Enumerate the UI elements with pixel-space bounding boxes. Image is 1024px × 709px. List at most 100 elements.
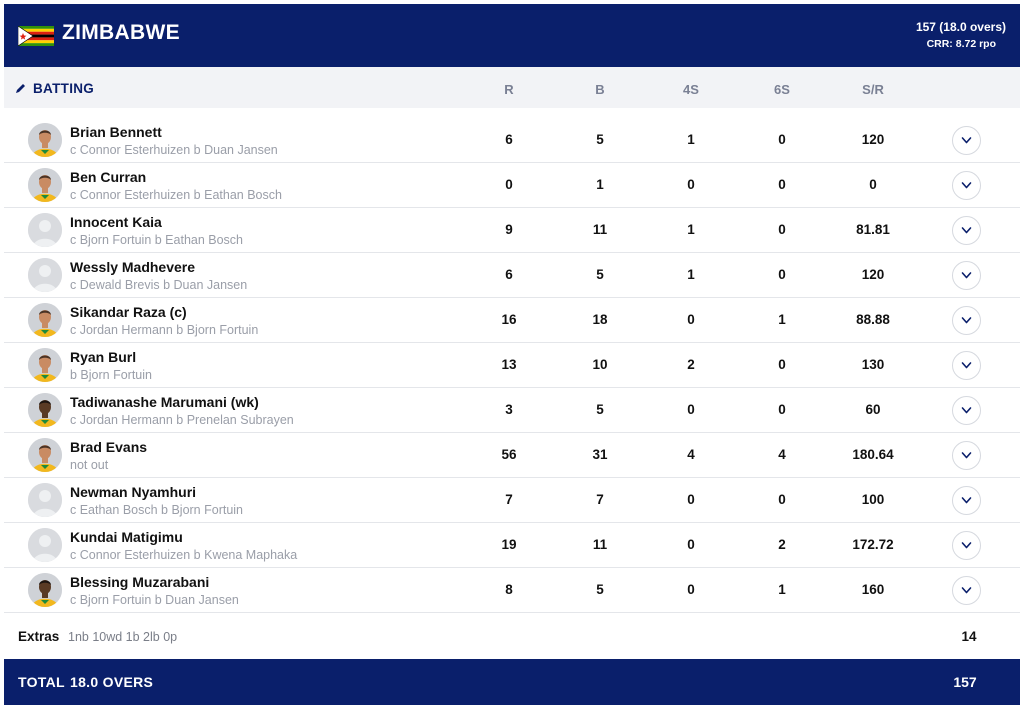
player-name[interactable]: Kundai Matigimu <box>70 529 183 545</box>
stat-strike-rate: 120 <box>861 267 885 282</box>
stat-runs: 3 <box>505 402 513 417</box>
stat-balls: 5 <box>596 267 604 282</box>
dismissal-text: c Dewald Brevis b Duan Jansen <box>70 278 248 292</box>
dismissal-text: not out <box>70 458 109 472</box>
stat-runs: 56 <box>501 447 517 462</box>
stat-balls: 5 <box>596 132 604 147</box>
chevron-down-icon <box>961 227 972 234</box>
batting-section-label: BATTING <box>33 81 95 96</box>
stat-fours: 4 <box>687 447 695 462</box>
stat-fours: 1 <box>687 222 695 237</box>
stat-sixes: 1 <box>778 312 786 327</box>
stat-balls: 10 <box>592 357 608 372</box>
dismissal-text: c Connor Esterhuizen b Eathan Bosch <box>70 188 282 202</box>
player-name[interactable]: Brad Evans <box>70 439 148 455</box>
stat-runs: 6 <box>505 132 513 147</box>
extras-detail: 1nb 10wd 1b 2lb 0p <box>68 630 178 644</box>
chevron-down-icon <box>961 137 972 144</box>
dismissal-text: c Connor Esterhuizen b Kwena Maphaka <box>70 548 298 562</box>
player-placeholder-avatar <box>28 258 62 292</box>
extras-row: Extras 1nb 10wd 1b 2lb 0p 14 <box>4 616 1020 656</box>
stat-fours: 0 <box>687 402 695 417</box>
batter-row: Ryan Burl b Bjorn Fortuin 13 10 2 0 130 <box>4 343 1020 388</box>
stat-sixes: 0 <box>778 177 786 192</box>
total-bar: TOTAL 18.0 OVERS 157 <box>4 659 1020 705</box>
dismissal-text: b Bjorn Fortuin <box>70 368 152 382</box>
player-name[interactable]: Innocent Kaia <box>70 214 162 230</box>
extras-label: Extras <box>18 629 60 644</box>
batter-row: Ben Curran c Connor Esterhuizen b Eathan … <box>4 163 1020 208</box>
dismissal-text: c Connor Esterhuizen b Duan Jansen <box>70 143 278 157</box>
dismissal-text: c Jordan Hermann b Prenelan Subrayen <box>70 413 294 427</box>
stat-runs: 0 <box>505 177 513 192</box>
player-name[interactable]: Wessly Madhevere <box>70 259 196 275</box>
player-name[interactable]: Brian Bennett <box>70 124 162 140</box>
stat-runs: 13 <box>501 357 517 372</box>
total-label: TOTAL <box>18 674 65 690</box>
player-avatar <box>28 573 62 607</box>
column-fours: 4S <box>683 82 699 97</box>
stat-balls: 5 <box>596 582 604 597</box>
expand-row-button[interactable] <box>952 171 981 200</box>
stat-sixes: 0 <box>778 222 786 237</box>
column-balls: B <box>595 82 605 97</box>
player-placeholder-avatar <box>28 213 62 247</box>
total-runs: 157 <box>953 674 977 690</box>
expand-row-button[interactable] <box>952 441 981 470</box>
chevron-down-icon <box>961 497 972 504</box>
chevron-down-icon <box>961 272 972 279</box>
stat-sixes: 0 <box>778 402 786 417</box>
expand-row-button[interactable] <box>952 216 981 245</box>
player-avatar <box>28 393 62 427</box>
stat-fours: 1 <box>687 267 695 282</box>
scorecard: ZIMBABWE 157 (18.0 overs) CRR: 8.72 rpo … <box>4 4 1020 705</box>
stat-balls: 11 <box>592 222 608 237</box>
stat-fours: 1 <box>687 132 695 147</box>
team-header: ZIMBABWE 157 (18.0 overs) CRR: 8.72 rpo <box>4 4 1020 67</box>
player-name[interactable]: Tadiwanashe Marumani (wk) <box>70 394 259 410</box>
player-name[interactable]: Ben Curran <box>70 169 147 185</box>
chevron-down-icon <box>961 587 972 594</box>
stat-balls: 7 <box>596 492 604 507</box>
stat-balls: 31 <box>592 447 608 462</box>
expand-row-button[interactable] <box>952 306 981 335</box>
batter-row: Wessly Madhevere c Dewald Brevis b Duan J… <box>4 253 1020 298</box>
expand-row-button[interactable] <box>952 486 981 515</box>
player-name[interactable]: Blessing Muzarabani <box>70 574 210 590</box>
expand-row-button[interactable] <box>952 261 981 290</box>
expand-row-button[interactable] <box>952 351 981 380</box>
stat-sixes: 0 <box>778 132 786 147</box>
chevron-down-icon <box>961 407 972 414</box>
stat-runs: 9 <box>505 222 513 237</box>
zimbabwe-flag-icon <box>18 26 54 46</box>
player-avatar <box>28 303 62 337</box>
expand-row-button[interactable] <box>952 396 981 425</box>
stat-runs: 6 <box>505 267 513 282</box>
pencil-icon <box>16 84 25 93</box>
expand-row-button[interactable] <box>952 126 981 155</box>
team-name: ZIMBABWE <box>62 21 180 44</box>
column-strike-rate: S/R <box>862 82 884 97</box>
stat-strike-rate: 180.64 <box>852 447 894 462</box>
player-name[interactable]: Sikandar Raza (c) <box>70 304 187 320</box>
stat-balls: 5 <box>596 402 604 417</box>
stat-runs: 19 <box>501 537 517 552</box>
batter-row: Innocent Kaia c Bjorn Fortuin b Eathan Bo… <box>4 208 1020 253</box>
stat-sixes: 0 <box>778 357 786 372</box>
batter-row: Newman Nyamhuri c Eathan Bosch b Bjorn Fo… <box>4 478 1020 523</box>
total-overs: 18.0 OVERS <box>70 674 154 690</box>
player-placeholder-avatar <box>28 483 62 517</box>
stat-fours: 0 <box>687 312 695 327</box>
stat-fours: 0 <box>687 537 695 552</box>
player-name[interactable]: Ryan Burl <box>70 349 137 365</box>
stat-balls: 1 <box>596 177 604 192</box>
stat-balls: 11 <box>592 537 608 552</box>
stat-sixes: 0 <box>778 492 786 507</box>
expand-row-button[interactable] <box>952 531 981 560</box>
player-avatar <box>28 123 62 157</box>
stat-strike-rate: 0 <box>869 177 877 192</box>
expand-row-button[interactable] <box>952 576 981 605</box>
stat-fours: 0 <box>687 582 695 597</box>
stat-strike-rate: 60 <box>865 402 881 417</box>
player-name[interactable]: Newman Nyamhuri <box>70 484 197 500</box>
